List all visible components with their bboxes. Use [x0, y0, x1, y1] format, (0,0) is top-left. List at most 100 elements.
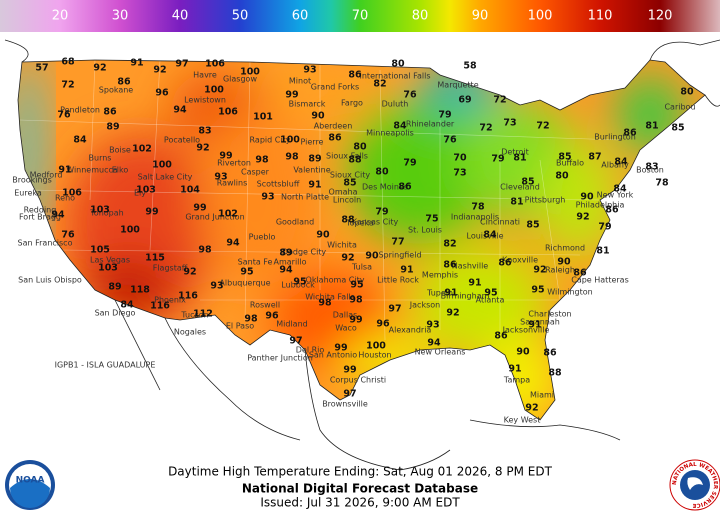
city-label: Rapid City: [250, 136, 291, 145]
temperature-label: 91: [58, 165, 71, 176]
footer-title: Daytime High Temperature Ending: Sat, Au…: [168, 465, 553, 479]
temperature-label: 106: [205, 59, 225, 70]
scale-tick-label: 50: [232, 9, 249, 24]
temperature-label: 90: [316, 230, 330, 241]
city-label: Valentine: [293, 166, 330, 175]
scale-tick-label: 110: [588, 9, 613, 24]
temperature-label: 86: [443, 260, 457, 271]
temperature-label: 99: [343, 365, 356, 376]
temperature-label: 69: [458, 95, 471, 106]
city-label: Atlanta: [476, 296, 505, 305]
city-label: Riverton: [217, 159, 251, 168]
city-label: New York: [597, 191, 634, 200]
temperature-label: 86: [398, 182, 412, 193]
temperature-label: 91: [468, 278, 481, 289]
city-label: New Orleans: [415, 348, 466, 357]
temperature-label: 97: [175, 59, 188, 70]
city-label: Havre: [193, 71, 217, 80]
city-label: Jacksonville: [502, 326, 550, 335]
temperature-label: 99: [285, 90, 298, 101]
city-label: Kansas City: [352, 218, 399, 227]
temperature-label: 94: [51, 210, 65, 221]
city-label: Philadelphia: [576, 201, 625, 210]
city-label: Raleigh: [545, 266, 575, 275]
temperature-label: 79: [491, 154, 504, 165]
offshore-label: IGPB1 - ISLA GUADALUPE: [55, 361, 156, 370]
temperature-label: 90: [311, 111, 325, 122]
city-label: Redding: [24, 206, 57, 215]
temperature-label: 116: [178, 291, 198, 302]
city-label: Grand Forks: [311, 83, 359, 92]
temperature-label: 91: [528, 320, 541, 331]
temperature-label: 72: [536, 121, 549, 132]
city-label: Lewistown: [184, 96, 226, 105]
city-label: Savannah: [520, 318, 560, 327]
temperature-label: 96: [155, 88, 169, 99]
city-label: Topeka: [345, 219, 374, 228]
city-label: Louisville: [467, 232, 504, 241]
scale-tick-label: 90: [472, 9, 489, 24]
temperature-label: 93: [210, 281, 223, 292]
temperature-label: 97: [343, 389, 356, 400]
city-label: Winnemucca: [66, 166, 118, 175]
temperature-label: 92: [525, 403, 538, 414]
city-label: Amarillo: [273, 258, 306, 267]
temperature-field: [18, 60, 705, 420]
temperature-label: 99: [145, 207, 158, 218]
city-label: Little Rock: [377, 276, 419, 285]
city-label: Ely: [134, 189, 146, 198]
temperature-label: 92: [196, 143, 209, 154]
city-label: Duluth: [382, 100, 409, 109]
city-label: Medford: [30, 171, 63, 180]
scale-tick-label: 40: [172, 9, 189, 24]
temperature-label: 98: [255, 155, 269, 166]
temperature-labels: 92 91 92 97 106 100 93 86 80 58 68 57 72 86 96 100 99 82 7…: [35, 57, 694, 414]
temperature-label: 105: [90, 245, 110, 256]
temperature-label: 98: [318, 298, 332, 309]
city-label: Nogales: [174, 328, 206, 337]
temperature-label: 93: [261, 192, 274, 203]
temperature-label: 90: [557, 257, 571, 268]
temperature-label: 76: [57, 110, 71, 121]
temperature-label: 96: [265, 311, 279, 322]
temperature-label: 102: [132, 144, 152, 155]
temperature-label: 78: [471, 202, 485, 213]
temperature-label: 100: [366, 341, 386, 352]
temperature-label: 100: [152, 160, 172, 171]
city-label: Rawlins: [217, 179, 248, 188]
temperature-label: 76: [443, 135, 457, 146]
temperature-label: 83: [198, 126, 211, 137]
temperature-label: 81: [513, 153, 526, 164]
city-label: Rhinelander: [406, 120, 455, 129]
temperature-label: 100: [204, 85, 224, 96]
city-label: Tucson: [180, 311, 208, 320]
temperature-label: 99: [334, 343, 347, 354]
temperature-label: 90: [516, 347, 530, 358]
city-label: San Francisco: [18, 239, 73, 248]
temperature-label: 93: [303, 65, 316, 76]
temperature-label: 70: [453, 153, 467, 164]
temperature-label: 92: [533, 265, 546, 276]
temperature-label: 79: [375, 207, 388, 218]
city-label: Tupelo: [426, 289, 453, 298]
city-label: Santa Fe: [238, 258, 273, 267]
temperature-label: 73: [503, 118, 516, 129]
city-label: Del Rio: [296, 346, 325, 355]
nws-logo: NATIONAL WEATHER SERVICE: [669, 459, 720, 511]
city-label: Springfield: [378, 251, 421, 260]
temperature-label: 92: [341, 253, 354, 264]
city-label: Grand Junction: [185, 213, 244, 222]
temperature-label: 86: [117, 77, 131, 88]
temperature-label: 83: [645, 162, 658, 173]
city-label: El Paso: [226, 322, 254, 331]
city-label: Detroit: [501, 148, 529, 157]
temperature-label: 93: [214, 172, 227, 183]
city-label: Minneapolis: [366, 129, 414, 138]
temperature-label: 86: [103, 107, 117, 118]
city-label: Boise: [109, 146, 131, 155]
temperature-label: 68: [61, 57, 75, 68]
temperature-label: 98: [285, 152, 299, 163]
temperature-label: 115: [145, 253, 165, 264]
scale-tick-label: 100: [528, 9, 553, 24]
